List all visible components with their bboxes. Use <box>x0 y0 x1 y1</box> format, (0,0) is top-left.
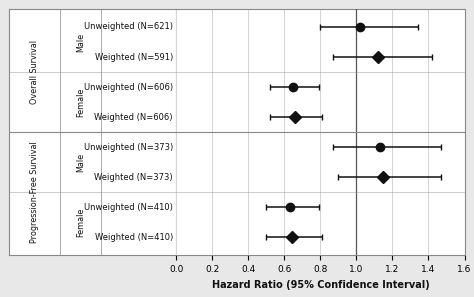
Text: Female: Female <box>76 87 85 117</box>
Text: Male: Male <box>76 153 85 172</box>
Text: Unweighted (N=410): Unweighted (N=410) <box>84 203 173 212</box>
Text: Unweighted (N=373): Unweighted (N=373) <box>84 143 173 152</box>
Text: Unweighted (N=621): Unweighted (N=621) <box>84 23 173 31</box>
Text: Male: Male <box>76 32 85 52</box>
Text: Weighted (N=373): Weighted (N=373) <box>94 173 173 182</box>
Text: Progression-Free Survival: Progression-Free Survival <box>30 141 39 243</box>
Text: Weighted (N=410): Weighted (N=410) <box>95 233 173 242</box>
X-axis label: Hazard Ratio (95% Confidence Interval): Hazard Ratio (95% Confidence Interval) <box>211 280 429 290</box>
Text: Weighted (N=591): Weighted (N=591) <box>95 53 173 61</box>
Text: Unweighted (N=606): Unweighted (N=606) <box>84 83 173 91</box>
Text: Overall Survival: Overall Survival <box>30 40 39 104</box>
Text: Female: Female <box>76 208 85 237</box>
Text: Weighted (N=606): Weighted (N=606) <box>94 113 173 122</box>
